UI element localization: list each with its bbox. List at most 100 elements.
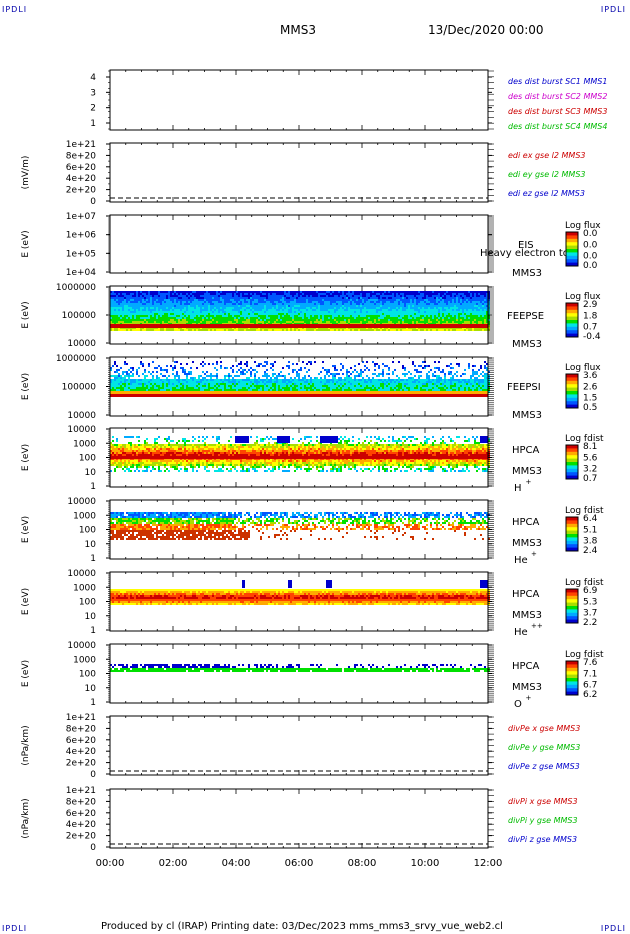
y-tick-label: 6e+20 — [66, 736, 97, 746]
y-axis-label: E (eV) — [21, 444, 31, 471]
legend-entry: divPi x gse MMS3 — [508, 797, 578, 806]
legend-entry: des dist burst SC3 MMS3 — [508, 107, 607, 116]
panel-p9: 10000 1000 100 10 1 E (eV) HPCA MMS3 O + Log fdist… — [21, 641, 604, 710]
time-axis: 00:00 02:00 04:00 06:00 08:00 10:00 12:00 — [96, 858, 503, 869]
y-tick-label: 6e+20 — [66, 809, 97, 819]
instrument-label: EIS — [518, 240, 534, 251]
time-tick-label: 02:00 — [159, 858, 188, 869]
colorbar-tick: 3.7 — [583, 609, 597, 619]
colorbar-title: Log flux — [565, 292, 601, 302]
y-tick-label: 100000 — [62, 311, 97, 321]
spectrogram-p5 — [110, 361, 490, 397]
colorbar-title: Log fdist — [565, 578, 604, 588]
legend-entry: divPe z gse MMS3 — [508, 762, 580, 771]
time-tick-label: 00:00 — [96, 858, 125, 869]
panel-p8: 10000 1000 100 10 1 E (eV) HPCA MMS3 He++ Log fdi… — [21, 569, 604, 638]
y-tick-label: 1e+04 — [66, 268, 97, 278]
spacecraft-label: MMS3 — [512, 538, 542, 549]
spacecraft-label: MMS3 — [512, 410, 542, 421]
colorbar-tick: 0.7 — [583, 474, 597, 484]
species-charge: + — [526, 694, 532, 702]
y-tick-label: 1e+21 — [66, 140, 96, 150]
colorbar-tick: 5.6 — [583, 453, 598, 463]
y-tick-label: 1e+05 — [66, 249, 96, 259]
y-tick-label: 10 — [85, 540, 97, 550]
y-tick-label: 8e+20 — [66, 797, 97, 807]
colorbar-p5 — [565, 373, 579, 409]
y-axis-label: E (eV) — [21, 230, 31, 257]
spacecraft-label: MMS3 — [512, 466, 542, 477]
y-axis-label: (nPa/km) — [21, 725, 31, 765]
y-tick-label: 1000000 — [56, 354, 96, 364]
y-tick-label: 10 — [85, 612, 97, 622]
y-tick-label: 0 — [90, 770, 96, 780]
spectrogram-p6 — [110, 436, 490, 472]
y-tick-label: 1 — [90, 698, 96, 708]
spacecraft-label: MMS3 — [512, 610, 542, 621]
panel-p3: 1e+07 1e+06 1e+05 1e+04 E (eV) EIS MMS3 Heavy e… — [21, 212, 601, 279]
y-axis-label: (mV/m) — [21, 156, 31, 190]
colorbar-tick: 5.3 — [583, 597, 597, 607]
species-charge: ++ — [531, 622, 543, 630]
spectrogram-p4 — [110, 291, 490, 331]
legend-entry: edi ey gse l2 MMS3 — [508, 170, 586, 179]
y-tick-label: 8e+20 — [66, 151, 97, 161]
colorbar-tick: 0.0 — [583, 261, 598, 271]
plot-frame-p1 — [109, 69, 489, 131]
y-tick-label: 10000 — [67, 497, 96, 507]
spacecraft-label: MMS3 — [512, 339, 542, 350]
spectrogram-p7 — [110, 512, 490, 540]
y-tick-label: 6e+20 — [66, 163, 97, 173]
colorbar-title: Log fdist — [565, 650, 604, 660]
colorbar-tick: 7.6 — [583, 658, 598, 668]
instrument-label: HPCA — [512, 445, 540, 456]
colorbar-title: Log fdist — [565, 506, 604, 516]
y-tick-label: 4e+20 — [66, 174, 97, 184]
legend-entry: des dist burst SC4 MMS4 — [508, 122, 607, 131]
colorbar-tick: -0.4 — [583, 332, 601, 342]
colorbar-tick: 3.2 — [583, 465, 597, 475]
y-tick-label: 100 — [79, 526, 96, 536]
colorbar-title: Log flux — [565, 363, 601, 373]
y-tick-label: 10000 — [67, 569, 96, 579]
y-tick-label: 0 — [90, 197, 96, 207]
corner-label-top-right: IPDLI — [600, 5, 626, 14]
y-tick-label: 4 — [90, 73, 96, 83]
corner-label-top-left: IPDLI — [2, 5, 28, 14]
legend-entry: edi ez gse l2 MMS3 — [508, 189, 585, 198]
y-axis-label: E (eV) — [21, 373, 31, 400]
y-tick-label: 100 — [79, 670, 96, 680]
panel-p4: 1000000 100000 10000 E (eV) FEEPSE MMS3 Log fl… — [21, 283, 601, 350]
instrument-label: HPCA — [512, 517, 540, 528]
instrument-label: FEEPSI — [507, 382, 541, 393]
species-label: He — [514, 555, 528, 566]
panel-p5: 1000000 100000 10000 E (eV) FEEPSI MMS3 Log fl… — [21, 354, 601, 421]
legend-entry: des dist burst SC1 MMS1 — [508, 77, 607, 86]
plot-frame-p2 — [109, 142, 489, 203]
y-tick-label: 1 — [90, 554, 96, 564]
colorbar-title: Log flux — [565, 221, 601, 231]
colorbar-p4 — [565, 302, 579, 338]
y-tick-label: 4e+20 — [66, 747, 97, 757]
colorbar-tick: 2.6 — [583, 382, 598, 392]
colorbar-tick: 3.6 — [583, 371, 598, 381]
time-tick-label: 04:00 — [222, 858, 251, 869]
time-tick-label: 10:00 — [411, 858, 440, 869]
time-tick-label: 12:00 — [474, 858, 503, 869]
y-axis-label: E (eV) — [21, 660, 31, 687]
panel-p1: 4 3 2 1 des dist burst SC1 MMS1 des dist burs… — [90, 69, 607, 131]
y-tick-label: 2e+20 — [66, 759, 97, 769]
y-tick-label: 10 — [85, 468, 97, 478]
y-tick-label: 1e+06 — [66, 231, 97, 241]
colorbar-tick: 3.8 — [583, 537, 598, 547]
colorbar-tick: 5.1 — [583, 525, 597, 535]
y-tick-label: 1000 — [73, 583, 96, 593]
legend-entry: divPi y gse MMS3 — [508, 816, 578, 825]
y-tick-label: 2e+20 — [66, 186, 97, 196]
mission-title: MMS3 — [280, 23, 316, 37]
spacecraft-label: MMS3 — [512, 682, 542, 693]
species-charge: + — [526, 478, 532, 486]
y-tick-label: 1 — [90, 119, 96, 129]
